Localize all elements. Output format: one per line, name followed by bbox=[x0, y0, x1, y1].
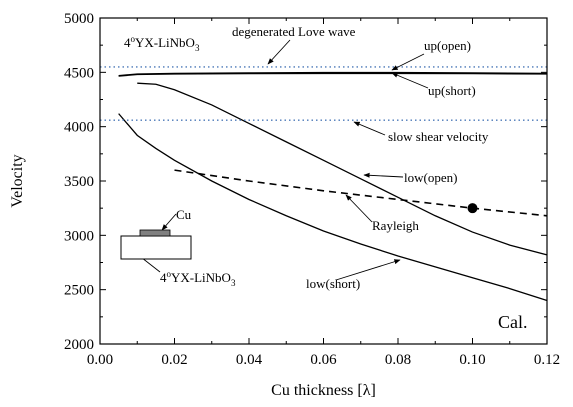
cu-label: Cu bbox=[176, 207, 192, 222]
inset-cu-film bbox=[139, 229, 171, 237]
up-short-label: up(short) bbox=[428, 83, 476, 98]
data-point-marker bbox=[467, 203, 478, 214]
up-open-label: up(open) bbox=[424, 38, 471, 53]
y-tick-label: 5000 bbox=[64, 11, 94, 27]
cu-leader bbox=[161, 213, 177, 231]
y-tick-label: 2000 bbox=[64, 337, 94, 353]
series-low-short bbox=[118, 113, 548, 302]
x-tick-label: 0.02 bbox=[161, 352, 187, 368]
series-rayleigh bbox=[174, 169, 548, 217]
series-up-short bbox=[118, 72, 548, 77]
x-tick-label: 0.06 bbox=[310, 352, 337, 368]
x-tick-label: 0.04 bbox=[236, 352, 263, 368]
series-layer bbox=[100, 66, 548, 302]
rayleigh-label: Rayleigh bbox=[372, 218, 419, 233]
low-short-label: low(short) bbox=[306, 276, 360, 291]
x-tick-label: 0.10 bbox=[459, 352, 485, 368]
low-open-label: low(open) bbox=[404, 170, 457, 185]
rayleigh-leader bbox=[345, 194, 373, 223]
axis-ticks: 0.00 0.02 0.04 0.06 0.08 0.10 0.12 2000 2500 3000… bbox=[64, 11, 560, 368]
up-short-leader bbox=[391, 72, 429, 89]
y-tick-label: 3500 bbox=[64, 174, 94, 190]
x-tick-label: 0.12 bbox=[534, 352, 560, 368]
love-wave-leader bbox=[267, 39, 291, 65]
up-open-leader bbox=[391, 53, 425, 71]
inset-substrate-box bbox=[120, 235, 192, 260]
y-axis-title: Velocity bbox=[9, 154, 26, 207]
series-low-open bbox=[137, 82, 548, 256]
cal-label: Cal. bbox=[498, 312, 528, 332]
x-axis-title: Cu thickness [λ] bbox=[271, 382, 376, 399]
y-tick-label: 2500 bbox=[64, 283, 94, 299]
annotation-leaders bbox=[127, 39, 429, 281]
x-tick-label: 0.00 bbox=[87, 352, 113, 368]
low-open-leader bbox=[363, 172, 404, 178]
slow-shear-label: slow shear velocity bbox=[388, 129, 489, 144]
substrate-label: 4oYX-LiNbO3 bbox=[124, 34, 200, 53]
y-tick-label: 4000 bbox=[64, 120, 94, 136]
x-tick-label: 0.08 bbox=[385, 352, 411, 368]
plot-frame bbox=[99, 17, 548, 345]
y-tick-label: 3000 bbox=[64, 228, 94, 244]
slow-shear-leader bbox=[353, 121, 386, 136]
love-wave-label: degenerated Love wave bbox=[232, 24, 356, 39]
inset-substrate-label: 4oYX-LiNbO3 bbox=[160, 269, 236, 288]
y-tick-label: 4500 bbox=[64, 65, 94, 81]
low-short-leader bbox=[335, 259, 401, 281]
